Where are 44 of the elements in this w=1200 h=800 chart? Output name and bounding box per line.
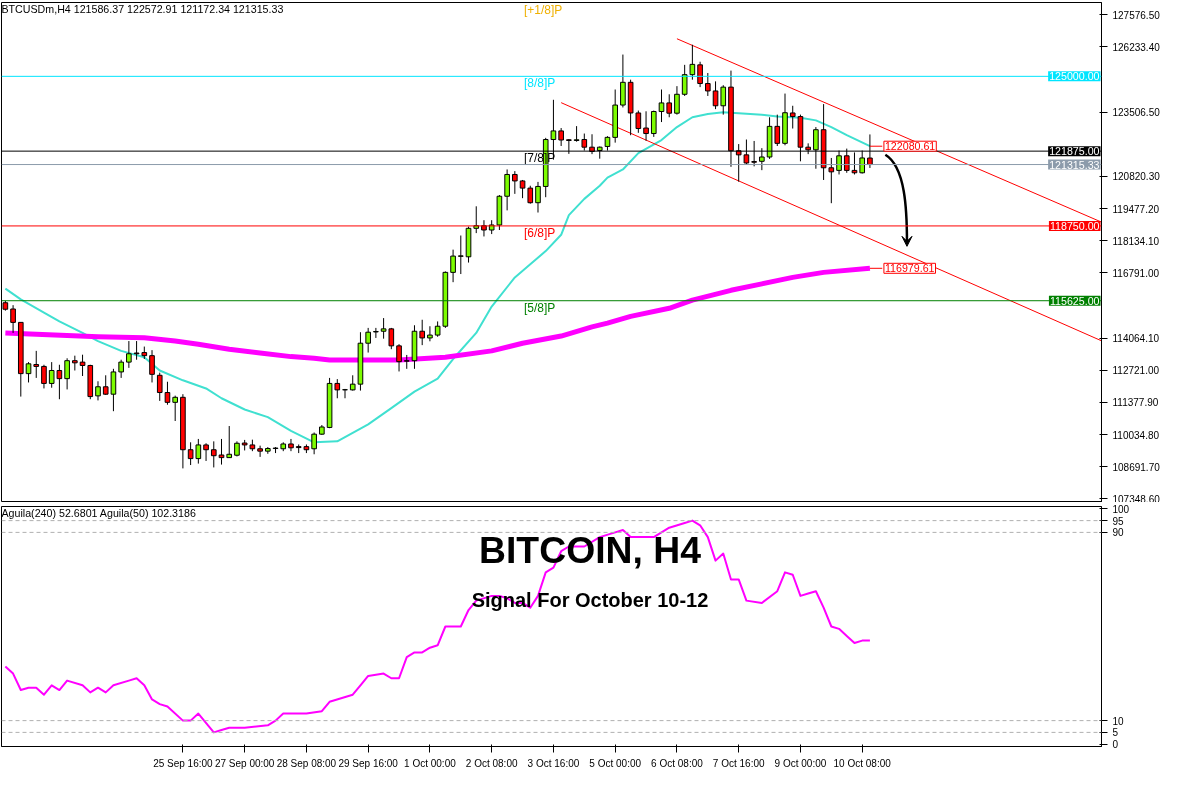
y-tick-label: 119477.20: [1112, 203, 1160, 215]
y-tick-label: 95: [1112, 515, 1125, 527]
x-tick-label: 10 Oct 08:00: [833, 757, 892, 769]
y-tick-label: 108691.70: [1112, 461, 1161, 473]
x-tick-label: 7 Oct 16:00: [712, 757, 765, 769]
annotation: 118750.00: [1049, 219, 1100, 232]
x-tick-label: 9 Oct 00:00: [774, 757, 827, 769]
y-tick-label: 118134.10: [1112, 235, 1160, 247]
y-tick-label: 5: [1112, 727, 1119, 739]
x-tick-label: 28 Sep 08:00: [276, 757, 337, 769]
annotation: BTCUSDm,H4 121586.37 122572.91 121172.34 121315.33: [1, 2, 284, 15]
annotation: [+1/8]P: [524, 2, 563, 17]
x-tick-label: 5 Oct 00:00: [589, 757, 642, 769]
annotation: 122080.61: [884, 140, 936, 153]
ref-line-label: [6/8]P: [524, 225, 556, 240]
x-tick-label: 1 Oct 00:00: [404, 757, 457, 769]
annotation: 121875.00: [1049, 145, 1100, 158]
ref-line-label: [5/8]P: [524, 300, 556, 315]
x-tick-label: 3 Oct 16:00: [527, 757, 580, 769]
y-tick-label: 110034.80: [1112, 429, 1160, 441]
y-tick-label: 10: [1112, 715, 1125, 727]
x-tick-label: 25 Sep 16:00: [153, 757, 214, 769]
y-tick-label: 90: [1112, 527, 1125, 539]
y-tick-label: 116791.00: [1112, 267, 1160, 279]
x-tick-label: 6 Oct 08:00: [651, 757, 704, 769]
y-tick-label: 123506.50: [1112, 107, 1161, 119]
y-tick-label: 112721.00: [1112, 365, 1160, 377]
y-tick-label: 126233.40: [1112, 41, 1161, 53]
x-tick-label: 2 Oct 08:00: [465, 757, 518, 769]
y-tick-label: 111377.90: [1112, 397, 1159, 409]
y-tick-label: 107348.60: [1112, 493, 1161, 505]
annotation: Aguila(240) 52.6801 Aguila(50) 102.3186: [1, 506, 196, 519]
x-tick-label: 29 Sep 16:00: [338, 757, 399, 769]
y-tick-label: 100: [1112, 503, 1130, 515]
y-tick-label: 0: [1112, 739, 1119, 751]
annotation: 125000.00: [1049, 70, 1100, 83]
annotation: 115625.00: [1049, 294, 1100, 307]
y-tick-label: 120820.30: [1112, 171, 1161, 183]
y-tick-label: 127576.50: [1112, 9, 1161, 21]
ref-line-label: [8/8]P: [524, 76, 556, 91]
annotation: 116979.61: [884, 262, 935, 275]
x-tick-label: 27 Sep 00:00: [214, 757, 275, 769]
annotation: 121315.33: [1049, 158, 1100, 171]
y-tick-label: 114064.10: [1112, 333, 1160, 345]
